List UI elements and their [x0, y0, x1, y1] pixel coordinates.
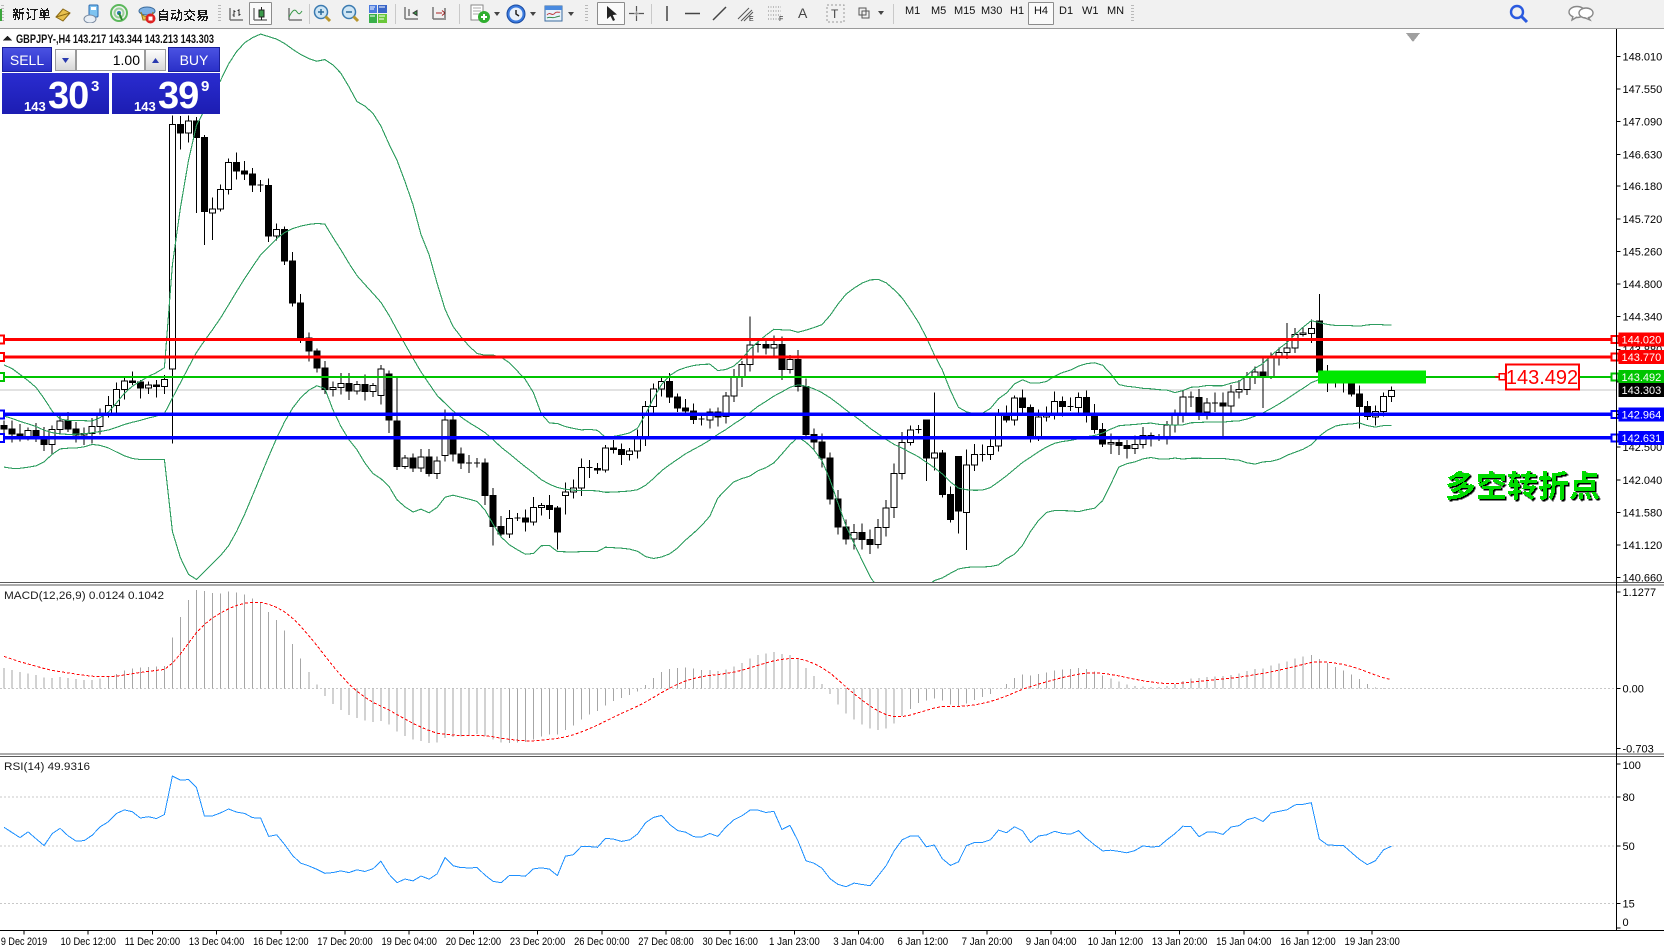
svg-text:50: 50 [1623, 841, 1635, 853]
svg-text:27 Dec 08:00: 27 Dec 08:00 [638, 936, 693, 948]
svg-text:146.180: 146.180 [1623, 181, 1663, 193]
svg-text:MACD(12,26,9) 0.0124 0.1042: MACD(12,26,9) 0.0124 0.1042 [4, 590, 164, 602]
svg-text:RSI(14) 49.9316: RSI(14) 49.9316 [4, 761, 90, 773]
svg-text:10 Dec 12:00: 10 Dec 12:00 [61, 936, 116, 948]
svg-text:T: T [831, 7, 839, 21]
svg-text:144.020: 144.020 [1622, 334, 1662, 346]
svg-text:GBPJPY-,H4 143.217 143.344 14: GBPJPY-,H4 143.217 143.344 143.213 143.3… [16, 32, 214, 46]
svg-text:147.090: 147.090 [1623, 117, 1663, 129]
svg-text:144.340: 144.340 [1623, 312, 1663, 324]
svg-text:140.660: 140.660 [1623, 573, 1663, 585]
svg-text:0: 0 [1623, 917, 1629, 929]
svg-text:142.631: 142.631 [1622, 433, 1662, 445]
svg-text:F: F [779, 16, 783, 22]
svg-text:9 Jan 04:00: 9 Jan 04:00 [1026, 936, 1077, 948]
svg-text:142.964: 142.964 [1622, 409, 1662, 421]
svg-text:142.500: 142.500 [1623, 442, 1663, 454]
svg-text:145.260: 145.260 [1623, 247, 1663, 259]
svg-text:19 Dec 04:00: 19 Dec 04:00 [382, 936, 437, 948]
svg-text:146.630: 146.630 [1623, 149, 1663, 161]
svg-text:26 Dec 00:00: 26 Dec 00:00 [574, 936, 629, 948]
svg-text:16 Dec 12:00: 16 Dec 12:00 [253, 936, 308, 948]
svg-text:142.040: 142.040 [1623, 475, 1663, 487]
svg-text:15 Jan 04:00: 15 Jan 04:00 [1216, 936, 1271, 948]
svg-text:15: 15 [1623, 899, 1635, 911]
svg-text:23 Dec 20:00: 23 Dec 20:00 [510, 936, 565, 948]
svg-text:143.770: 143.770 [1622, 352, 1662, 364]
svg-text:6 Jan 12:00: 6 Jan 12:00 [897, 936, 948, 948]
svg-text:E: E [749, 16, 754, 22]
svg-text:3 Jan 04:00: 3 Jan 04:00 [833, 936, 884, 948]
svg-text:0.00: 0.00 [1623, 684, 1644, 696]
svg-text:13 Jan 20:00: 13 Jan 20:00 [1152, 936, 1207, 948]
svg-text:7 Jan 20:00: 7 Jan 20:00 [962, 936, 1013, 948]
svg-text:17 Dec 20:00: 17 Dec 20:00 [317, 936, 372, 948]
svg-text:11 Dec 20:00: 11 Dec 20:00 [125, 936, 180, 948]
svg-text:30 Dec 16:00: 30 Dec 16:00 [703, 936, 758, 948]
svg-text:80: 80 [1623, 792, 1635, 804]
svg-text:13 Dec 04:00: 13 Dec 04:00 [189, 936, 244, 948]
svg-text:143.492: 143.492 [1622, 372, 1662, 384]
svg-text:147.550: 147.550 [1623, 84, 1663, 96]
svg-text:1 Jan 23:00: 1 Jan 23:00 [769, 936, 820, 948]
svg-text:16 Jan 12:00: 16 Jan 12:00 [1280, 936, 1335, 948]
svg-text:-0.703: -0.703 [1623, 744, 1654, 756]
svg-text:141.120: 141.120 [1623, 540, 1663, 552]
svg-text:141.580: 141.580 [1623, 507, 1663, 519]
svg-text:1.1277: 1.1277 [1623, 587, 1657, 599]
svg-text:9 Dec 2019: 9 Dec 2019 [1, 936, 47, 948]
svg-text:20 Dec 12:00: 20 Dec 12:00 [446, 936, 501, 948]
svg-text:143.492: 143.492 [1506, 367, 1578, 389]
svg-text:148.010: 148.010 [1623, 52, 1663, 64]
svg-text:145.720: 145.720 [1623, 214, 1663, 226]
svg-text:100: 100 [1623, 760, 1641, 772]
svg-text:19 Jan 23:00: 19 Jan 23:00 [1345, 936, 1400, 948]
svg-text:143.303: 143.303 [1622, 385, 1662, 397]
svg-text:144.800: 144.800 [1623, 279, 1663, 291]
svg-text:10 Jan 12:00: 10 Jan 12:00 [1088, 936, 1143, 948]
